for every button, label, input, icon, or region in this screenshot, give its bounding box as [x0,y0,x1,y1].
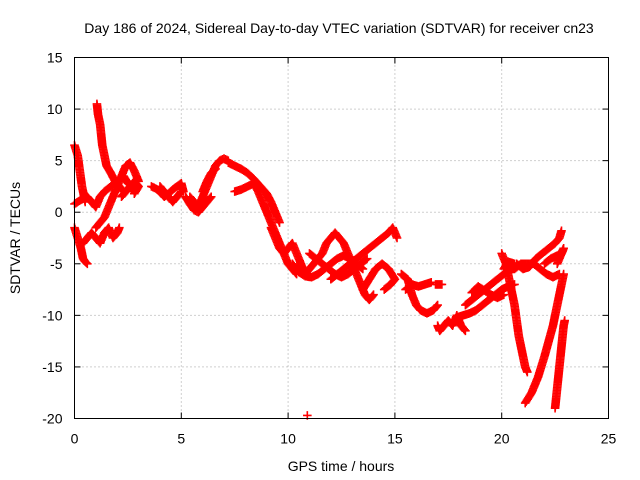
x-tick-label: 10 [280,431,296,447]
series-arc-z [467,282,509,303]
series-isolated [303,411,312,420]
data-point [559,269,568,279]
y-tick-label: -20 [42,411,62,427]
series-arc-e [78,223,124,248]
plot-frame [74,57,609,419]
data-point [560,316,570,325]
series-arc-dd [540,244,568,269]
series-arc-b [70,223,92,269]
data-point [368,291,377,301]
series-arc-t [397,269,442,318]
data-point [303,411,312,420]
data-point [362,254,372,263]
series-arc-o [266,223,378,305]
series-arc-g [117,176,143,202]
data-point [499,290,509,300]
x-tick-label: 5 [177,431,185,447]
series-arc-cc [512,226,566,274]
data-point [210,165,219,175]
y-tick-label: 10 [47,101,63,117]
data-point [361,255,371,264]
series-arc-aa [497,249,532,377]
series-arc-v [431,280,447,289]
series-arc-r [326,223,402,284]
y-axis-title: SDTVAR / TECUs [7,182,23,294]
data-point [130,189,139,198]
series-arc-ff [550,316,570,413]
data-point [433,300,442,310]
y-tick-label: 15 [47,50,63,66]
data-point [369,290,378,300]
y-tick-label: -10 [42,307,62,323]
x-tick-label: 15 [387,431,403,447]
series-arc-ee [520,269,568,408]
data-point [379,285,389,294]
data-point [461,326,470,336]
x-tick-label: 25 [601,431,617,447]
series-arc-s [358,259,400,294]
series-arc-i [155,182,186,207]
data-point [552,259,562,269]
axis-ticks: 0 5 10 15 20 25 -20 -15 -10 -5 0 5 10 15 [42,50,616,447]
data-point [557,226,566,236]
x-axis-title: GPS time / hours [288,458,395,474]
data-point [83,259,92,269]
data-point [523,367,532,377]
data-point [206,192,216,202]
series-arc-u [401,278,436,294]
data-markers [70,99,570,420]
series-arc-f [92,99,128,196]
data-point [81,258,91,268]
y-tick-label: -15 [42,359,62,375]
data-point [392,233,402,243]
chart-title: Day 186 of 2024, Sidereal Day-to-day VTE… [84,20,594,36]
data-point [432,301,442,311]
data-point [211,164,220,174]
series-arc-l [198,164,220,196]
data-point [176,188,185,197]
data-point [177,187,186,196]
data-point [437,280,447,289]
y-tick-label: 0 [55,204,63,220]
data-point [358,264,368,274]
data-point [115,223,124,232]
series-arc-m [223,158,284,227]
x-tick-label: 20 [494,431,510,447]
y-tick-label: 5 [55,153,63,169]
y-tick-label: -5 [50,256,63,272]
x-tick-label: 0 [71,431,79,447]
data-point [275,218,284,227]
data-point [460,325,469,335]
data-point [380,284,390,294]
data-point [206,193,215,203]
